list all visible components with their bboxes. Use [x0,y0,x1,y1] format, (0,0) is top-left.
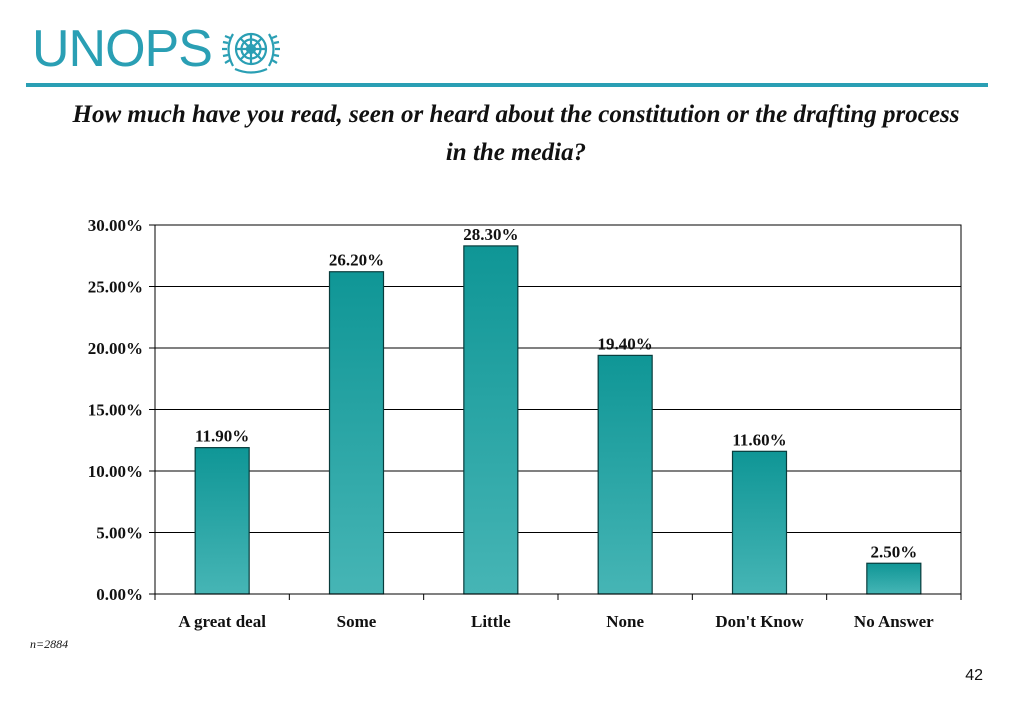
bar [194,447,250,595]
data-label: 11.90% [195,427,249,446]
data-label: 2.50% [870,542,917,561]
y-tick-label: 15.00% [88,401,143,420]
y-tick-label: 25.00% [88,278,143,297]
data-label: 26.20% [329,251,384,270]
bar-layer [194,245,922,595]
bar [597,354,653,595]
data-label: 28.30% [463,225,518,244]
y-tick-label: 5.00% [96,524,143,543]
data-label: 11.60% [732,430,786,449]
bar [463,245,519,595]
data-label: 19.40% [598,334,653,353]
bar [866,562,922,595]
logo-text: UNOPS [32,20,213,78]
x-tick-label: Don't Know [715,612,804,631]
label-layer: 0.00% 5.00% 10.00% 15.00% 20.00% 25.00% 30.00%… [88,216,934,631]
un-emblem-icon [221,32,280,74]
y-tick-label: 20.00% [88,339,143,358]
x-tick-label: No Answer [854,612,934,631]
y-tick-label: 10.00% [88,462,143,481]
header-rule [26,83,988,87]
chart-title: How much have you read, seen or heard ab… [72,101,960,166]
page-number: 42 [965,667,983,684]
x-tick-label: A great deal [178,612,266,631]
unops-logo: UNOPS [32,22,282,76]
grid-layer [155,224,961,595]
x-tick-label: Some [337,612,377,631]
y-tick-label: 0.00% [96,585,143,604]
x-tick-label: None [606,612,644,631]
bar [328,271,385,595]
sample-size-note: n=2884 [30,637,69,651]
axis-layer [149,224,962,600]
y-tick-label: 30.00% [88,216,143,235]
x-tick-label: Little [471,612,511,631]
bar [731,450,788,595]
